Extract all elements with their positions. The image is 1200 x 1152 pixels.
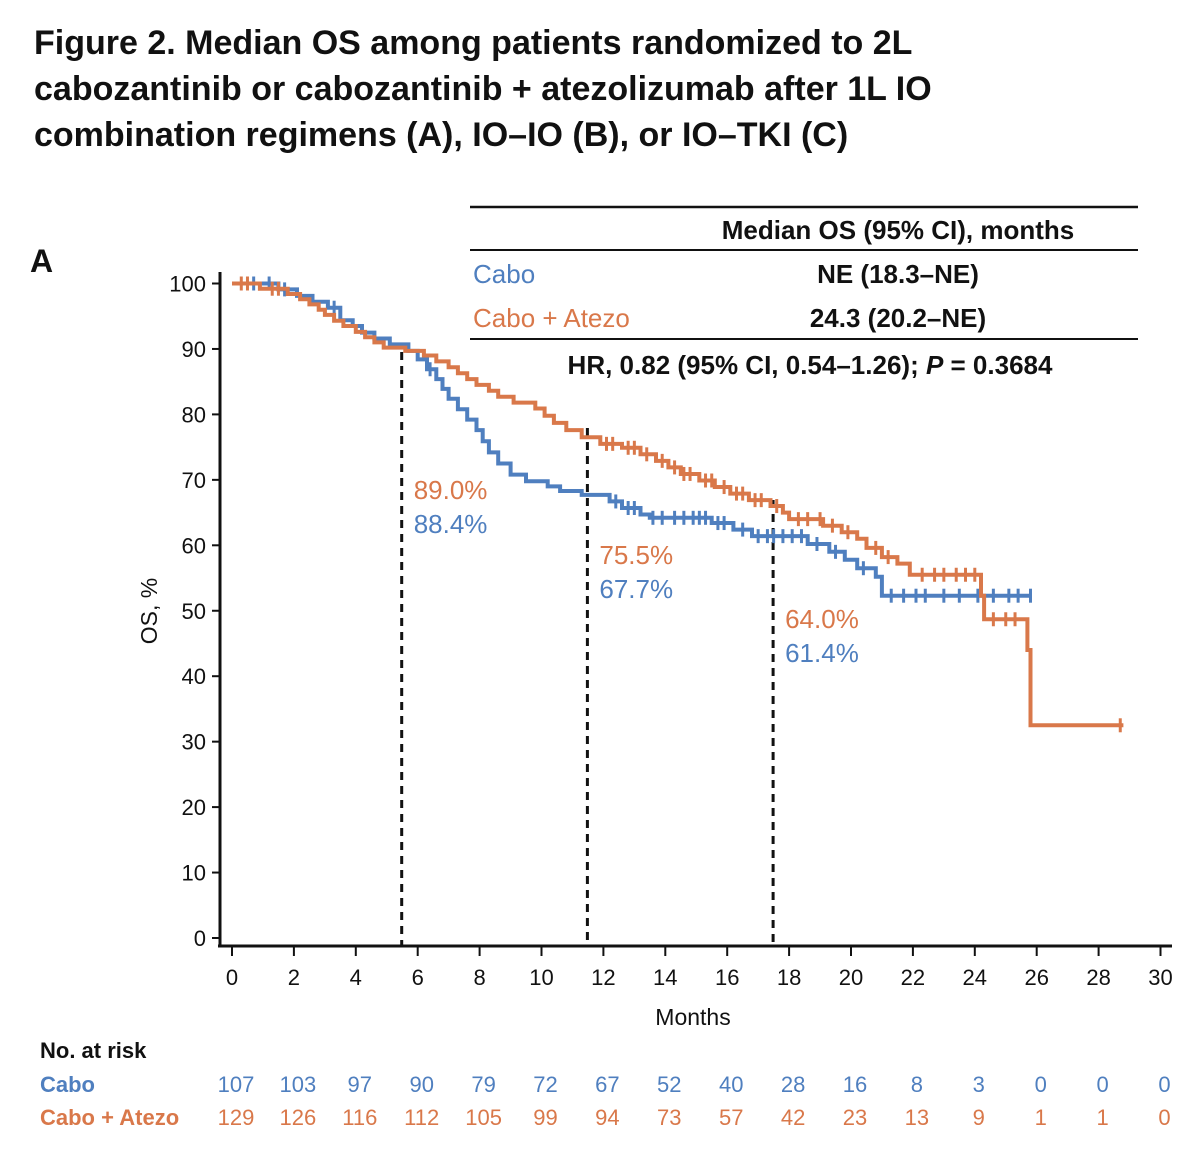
annotation-cabo: 88.4%: [414, 509, 488, 539]
at-risk-value: 79: [471, 1072, 495, 1097]
at-risk-row-label: Cabo: [40, 1072, 95, 1097]
at-risk-value: 23: [843, 1105, 867, 1130]
series-atezo: [232, 276, 1124, 733]
median-os-table: Median OS (95% CI), months Cabo NE (18.3…: [470, 205, 1138, 380]
at-risk-value: 94: [595, 1105, 619, 1130]
x-tick-label: 30: [1148, 965, 1172, 990]
title-line-1: Figure 2. Median OS among patients rando…: [34, 24, 913, 62]
at-risk-value: 67: [595, 1072, 619, 1097]
at-risk-value: 9: [973, 1105, 985, 1130]
x-tick-label: 20: [839, 965, 863, 990]
at-risk-value: 57: [719, 1105, 743, 1130]
reference-lines: [400, 352, 775, 946]
x-tick-label: 12: [591, 965, 615, 990]
y-tick-label: 20: [182, 795, 206, 820]
y-tick-label: 0: [194, 926, 206, 951]
x-tick-label: 24: [963, 965, 987, 990]
at-risk-value: 0: [1096, 1072, 1108, 1097]
title-line-2: cabozantinib or cabozantinib + atezolizu…: [34, 70, 932, 108]
at-risk-value: 116: [342, 1105, 377, 1130]
x-tick-label: 18: [777, 965, 801, 990]
at-risk-value: 107: [218, 1072, 255, 1097]
x-tick-label: 26: [1024, 965, 1048, 990]
survival-line-cabo: [232, 281, 1031, 598]
at-risk-heading: No. at risk: [40, 1038, 147, 1063]
survival-curves: [232, 276, 1124, 733]
at-risk-value: 126: [280, 1105, 317, 1130]
at-risk-value: 0: [1035, 1072, 1047, 1097]
hazard-ratio-text: HR, 0.82 (95% CI, 0.54–1.26); P = 0.3684: [568, 350, 1053, 380]
at-risk-table: No. at risk Cabo 107 103 97 90 79 72 67 52 40 28 16…: [40, 1038, 1171, 1130]
annotation-cabo: 61.4%: [785, 638, 859, 668]
y-tick-label: 60: [182, 533, 206, 558]
x-tick-label: 10: [529, 965, 553, 990]
p-value: = 0.3684: [943, 350, 1053, 380]
x-tick-label: 8: [473, 965, 485, 990]
at-risk-value: 0: [1158, 1072, 1170, 1097]
at-risk-value: 1: [1096, 1105, 1108, 1130]
series-cabo: [232, 276, 1033, 603]
at-risk-value: 42: [781, 1105, 805, 1130]
y-tick-label: 30: [182, 730, 206, 755]
at-risk-value: 13: [905, 1105, 929, 1130]
at-risk-row-label: Cabo + Atezo: [40, 1105, 179, 1130]
table-row-atezo-value: 24.3 (20.2–NE): [810, 303, 986, 333]
x-tick-label: 6: [412, 965, 424, 990]
x-tick-label: 2: [288, 965, 300, 990]
at-risk-value: 90: [409, 1072, 433, 1097]
at-risk-value: 73: [657, 1105, 681, 1130]
table-row-cabo-value: NE (18.3–NE): [817, 259, 979, 289]
at-risk-value: 129: [218, 1105, 255, 1130]
at-risk-value: 97: [348, 1072, 372, 1097]
x-tick-label: 14: [653, 965, 677, 990]
x-tick-label: 28: [1086, 965, 1110, 990]
p-label: P: [926, 350, 944, 380]
hr-text: HR, 0.82 (95% CI, 0.54–1.26);: [568, 350, 926, 380]
annotation-atezo: 64.0%: [785, 604, 859, 634]
y-tick-label: 100: [169, 272, 206, 297]
y-tick-label: 50: [182, 599, 206, 624]
y-tick-label: 90: [182, 337, 206, 362]
at-risk-value: 28: [781, 1072, 805, 1097]
table-header: Median OS (95% CI), months: [722, 215, 1075, 245]
table-row-atezo-label: Cabo + Atezo: [473, 303, 630, 333]
y-tick-label: 80: [182, 402, 206, 427]
x-tick-label: 0: [226, 965, 238, 990]
at-risk-value: 1: [1035, 1105, 1047, 1130]
y-tick-label: 70: [182, 468, 206, 493]
at-risk-value: 16: [843, 1072, 867, 1097]
at-risk-value: 3: [973, 1072, 985, 1097]
table-row-cabo-label: Cabo: [473, 259, 535, 289]
annotation-atezo: 89.0%: [414, 475, 488, 505]
annotation-cabo: 67.7%: [599, 574, 673, 604]
at-risk-value: 52: [657, 1072, 681, 1097]
x-axis-label: Months: [655, 1004, 730, 1030]
annotation-atezo: 75.5%: [599, 540, 673, 570]
at-risk-value: 8: [911, 1072, 923, 1097]
title-line-3: combination regimens (A), IO–IO (B), or …: [34, 116, 849, 154]
at-risk-value: 72: [533, 1072, 557, 1097]
y-axis-label: OS, %: [136, 578, 162, 644]
y-tick-label: 10: [182, 861, 206, 886]
x-tick-label: 16: [715, 965, 739, 990]
panel-label: A: [30, 243, 53, 279]
at-risk-value: 0: [1158, 1105, 1170, 1130]
at-risk-value: 112: [404, 1105, 439, 1130]
x-tick-label: 4: [350, 965, 362, 990]
at-risk-value: 105: [465, 1105, 502, 1130]
figure-title: Figure 2. Median OS among patients rando…: [34, 20, 1154, 158]
at-risk-value: 103: [280, 1072, 317, 1097]
at-risk-value: 99: [533, 1105, 557, 1130]
survival-line-atezo: [232, 281, 1124, 728]
at-risk-value: 40: [719, 1072, 743, 1097]
landmark-annotations: 89.0% 88.4% 75.5% 67.7% 64.0% 61.4%: [414, 475, 859, 668]
x-tick-label: 22: [901, 965, 925, 990]
y-tick-label: 40: [182, 664, 206, 689]
